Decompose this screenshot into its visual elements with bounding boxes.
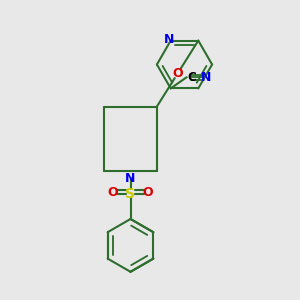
Text: N: N: [125, 172, 136, 185]
Text: O: O: [172, 67, 183, 80]
Text: N: N: [164, 33, 174, 46]
Text: S: S: [125, 187, 136, 201]
Text: C: C: [187, 71, 196, 84]
Text: O: O: [142, 186, 153, 199]
Text: O: O: [108, 186, 118, 199]
Text: N: N: [201, 71, 211, 84]
